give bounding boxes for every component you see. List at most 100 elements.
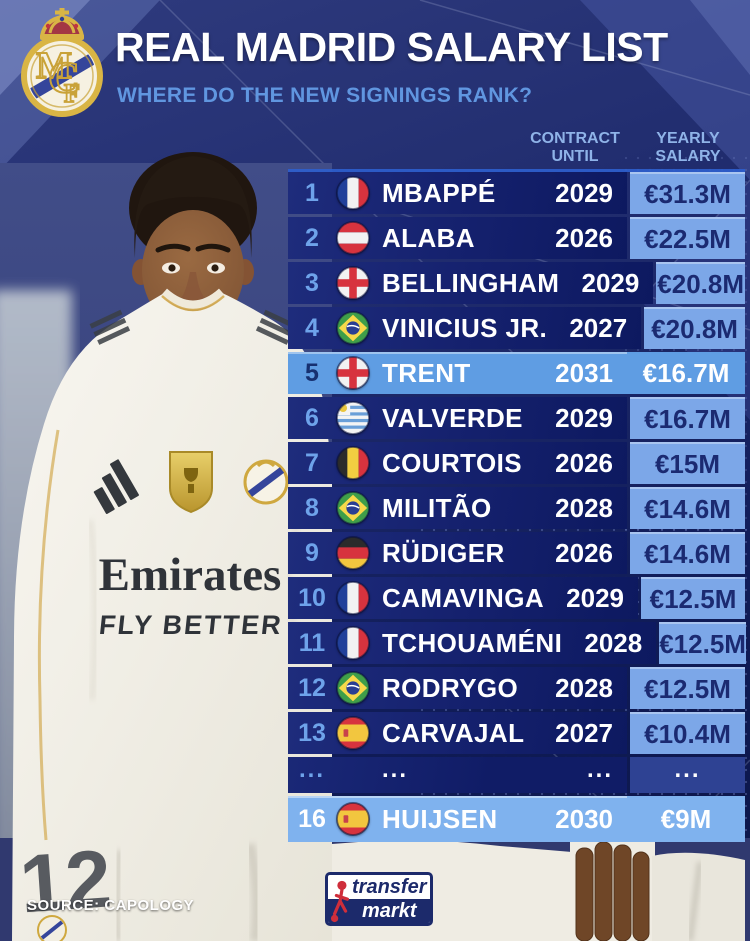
rank-number: 13 (298, 718, 326, 747)
nationality-flag (336, 626, 370, 660)
yearly-salary-value: €12.5M (630, 667, 745, 709)
rank-number: 6 (305, 403, 319, 432)
row-main-cell: 9 RÜDIGER 2026 (288, 532, 627, 574)
flag-belgium-icon (336, 446, 370, 480)
jersey-tagline-text: FLY BETTER (98, 609, 285, 640)
nationality-flag (336, 311, 370, 345)
adidas-logo-icon (93, 459, 139, 514)
contract-until-year: 2029 (566, 582, 624, 613)
shoulder-stripes-left (89, 309, 131, 345)
rank-number: 9 (305, 538, 319, 567)
yearly-salary-value: €9M (627, 796, 745, 842)
player-name: RODRYGO (382, 672, 519, 703)
table-top-divider (288, 169, 745, 172)
row-main-cell: 16 HUIJSEN 2030 (288, 796, 627, 842)
row-main-cell: 7 COURTOIS 2026 (288, 442, 627, 484)
rank-number: 12 (298, 673, 326, 702)
source-credit: SOURCE: CAPOLOGY (27, 897, 195, 914)
row-main-cell: 2 ALABA 2026 (288, 217, 627, 259)
table-row-16: 16 HUIJSEN 2030 €9M (288, 796, 745, 842)
row-main-cell: 13 CARVAJAL 2027 (288, 712, 627, 754)
table-rows: 1 MBAPPÉ 2029 €31.3M 2 ALABA 2026 €22.5M… (288, 172, 746, 845)
svg-text:C: C (48, 53, 80, 102)
contract-until-year: 2029 (581, 267, 640, 298)
yearly-salary-value: €16.7M (630, 397, 745, 439)
yearly-salary-value: €14.6M (630, 487, 745, 529)
player-name: ... (382, 756, 409, 783)
flag-austria-icon (336, 221, 370, 255)
nationality-flag (336, 716, 370, 750)
jersey-sponsor-text: Emirates (99, 549, 282, 601)
transfermarkt-player-icon (330, 880, 350, 923)
rank-number: 16 (298, 804, 326, 833)
player-jersey (12, 292, 332, 941)
contract-until-year: 2028 (584, 627, 643, 658)
nationality-flag (336, 266, 370, 300)
yearly-salary-value: €31.3M (630, 172, 745, 214)
player-name: TRENT (382, 357, 471, 388)
contract-until-year: 2028 (555, 672, 613, 703)
flag-brazil-icon (336, 311, 370, 345)
row-main-cell: 12 RODRYGO 2028 (288, 667, 627, 709)
yearly-salary-value: €10.4M (630, 712, 745, 754)
rank-number: 10 (298, 583, 326, 612)
yearly-salary-value: €22.5M (630, 217, 745, 259)
yearly-salary-value: €14.6M (630, 532, 745, 574)
player-name: COURTOIS (382, 447, 522, 478)
flag-uruguay-icon (336, 401, 370, 435)
contract-until-year: 2027 (569, 312, 628, 343)
nationality-flag (336, 221, 370, 255)
flag-france-icon (336, 581, 370, 615)
player-name: MILITÃO (382, 492, 492, 523)
page-subtitle: WHERE DO THE NEW SIGNINGS RANK? (117, 84, 533, 107)
rank-number: 1 (305, 178, 319, 207)
flag-spain-icon (336, 802, 370, 836)
shorts-number-text: 12 (17, 833, 114, 930)
table-row-6: 6 VALVERDE 2029 €16.7M (288, 397, 745, 439)
rank-number: 4 (305, 313, 319, 342)
table-row-7: 7 COURTOIS 2026 €15M (288, 442, 745, 484)
row-main-cell: 5 TRENT 2031 (288, 352, 627, 394)
flag-england-icon (336, 356, 370, 390)
contract-until-year: 2026 (555, 447, 613, 478)
contract-until-year: 2026 (555, 222, 613, 253)
flag-france-icon (336, 176, 370, 210)
row-main-cell: 11 TCHOUAMÉNI 2028 (288, 622, 657, 664)
contract-until-year: 2030 (555, 803, 613, 834)
real-madrid-crest-logo: M C F (21, 8, 103, 117)
flag-brazil-icon (336, 671, 370, 705)
table-row-11: 11 TCHOUAMÉNI 2028 €12.5M (288, 622, 746, 664)
contract-until-year: 2029 (555, 177, 613, 208)
player-name: ALABA (382, 222, 475, 253)
row-main-cell: 6 VALVERDE 2029 (288, 397, 627, 439)
nationality-flag (336, 581, 370, 615)
table-row-12: 12 RODRYGO 2028 €12.5M (288, 667, 745, 709)
rank-number: ... (298, 756, 325, 783)
gold-champions-badge-icon (169, 451, 213, 514)
nationality-flag (336, 401, 370, 435)
player-hand (575, 841, 650, 941)
rank-number: 7 (305, 448, 319, 477)
yearly-salary-value: €12.5M (641, 577, 745, 619)
nationality-flag (336, 802, 370, 836)
yearly-salary-value: €16.7M (627, 352, 745, 394)
yearly-salary-value: €15M (630, 442, 745, 484)
contract-until-year: 2031 (555, 357, 613, 388)
table-row-5: 5 TRENT 2031 €16.7M (288, 352, 745, 394)
table-row-3: 3 BELLINGHAM 2029 €20.8M (288, 262, 745, 304)
rank-number: 2 (305, 223, 319, 252)
transfermarkt-logo: transfer markt (325, 872, 433, 926)
rank-number: 3 (305, 268, 319, 297)
contract-until-year: 2026 (555, 537, 613, 568)
yearly-salary-value: ... (630, 756, 745, 793)
table-row-1: 1 MBAPPÉ 2029 €31.3M (288, 172, 745, 214)
table-row-13: 13 CARVAJAL 2027 €10.4M (288, 712, 745, 754)
rank-number: 8 (305, 493, 319, 522)
table-row-4: 4 VINICIUS JR. 2027 €20.8M (288, 307, 745, 349)
row-main-cell: 3 BELLINGHAM 2029 (288, 262, 654, 304)
rank-number: 11 (298, 628, 326, 657)
player-name: CARVAJAL (382, 717, 525, 748)
flag-brazil-icon (336, 491, 370, 525)
column-header-yearly-salary: YEARLY SALARY (655, 130, 721, 166)
